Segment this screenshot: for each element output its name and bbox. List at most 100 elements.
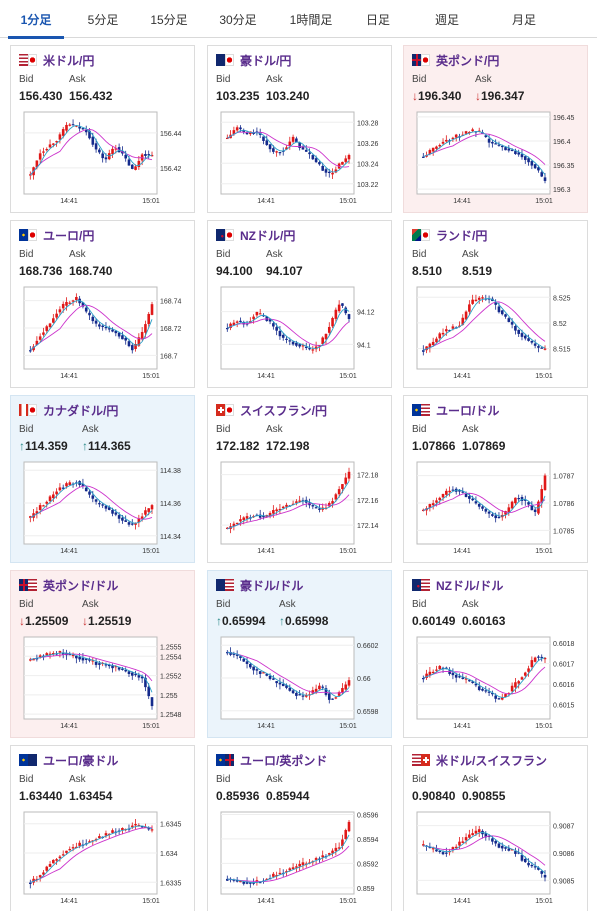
rate-card[interactable]: ユーロ/ドル Bid Ask 1.07866 1.07869 1.0787 1.0786 1.… bbox=[403, 395, 588, 563]
pair-name[interactable]: 豪ドル/ドル bbox=[240, 578, 304, 593]
chart-container[interactable]: 94.12 94.1 14:41 15:01 bbox=[219, 285, 384, 382]
price-chart: 172.18 172.16 172.14 14:41 15:01 bbox=[220, 461, 379, 555]
tab-2[interactable]: 15分足 bbox=[150, 12, 188, 27]
card-title[interactable]: 米ドル/スイスフラン bbox=[412, 752, 547, 768]
pair-name[interactable]: ユーロ/円 bbox=[43, 228, 95, 243]
y-tick-label: 103.28 bbox=[357, 120, 379, 127]
pair-name[interactable]: 英ポンド/ドル bbox=[43, 578, 119, 593]
x-tick-label: 14:41 bbox=[257, 548, 275, 555]
chart-container[interactable]: 196.45 196.4 196.35 196.3 14:41 15:01 bbox=[415, 110, 580, 207]
chart-container[interactable]: 0.8596 0.8594 0.8592 0.859 14:41 15:01 bbox=[219, 810, 384, 907]
candle bbox=[239, 320, 242, 322]
card-title[interactable]: ランド/円 bbox=[412, 227, 487, 243]
tab-4[interactable]: 1時間足 bbox=[289, 12, 333, 27]
tab-1[interactable]: 5分足 bbox=[87, 12, 119, 27]
pair-name[interactable]: NZドル/ドル bbox=[436, 578, 504, 593]
pair-name[interactable]: ランド/円 bbox=[436, 228, 488, 243]
candle bbox=[84, 487, 88, 492]
candle bbox=[71, 124, 75, 126]
tab-0[interactable]: 1分足 bbox=[0, 0, 72, 39]
tab-7[interactable]: 月足 bbox=[511, 12, 536, 27]
pair-name[interactable]: 米ドル/スイスフラン bbox=[436, 753, 547, 768]
card-title[interactable]: NZドル/ドル bbox=[412, 577, 503, 593]
candle bbox=[451, 326, 455, 329]
candle bbox=[514, 851, 517, 854]
candle bbox=[537, 656, 540, 658]
chart-frame bbox=[23, 636, 158, 720]
candle bbox=[520, 677, 524, 680]
rate-card[interactable]: ユーロ/円 Bid Ask 168.736 168.740 168.74 168.72 168… bbox=[10, 220, 195, 388]
card-title[interactable]: スイスフラン/円 bbox=[216, 402, 327, 418]
ask-price: 0.60163 bbox=[462, 614, 505, 628]
chart-container[interactable]: 103.28 103.26 103.24 103.22 14:41 15:01 bbox=[219, 110, 384, 207]
candle bbox=[438, 333, 442, 339]
pair-name[interactable]: スイスフラン/円 bbox=[240, 403, 327, 418]
rate-card[interactable]: カナダドル/円 Bid Ask ↑114.359 ↑114.365 114.38 114.3… bbox=[10, 395, 195, 563]
card-title[interactable]: カナダドル/円 bbox=[19, 402, 118, 418]
pair-name[interactable]: 米ドル/円 bbox=[43, 53, 95, 68]
pair-name[interactable]: 英ポンド/円 bbox=[436, 53, 500, 68]
chart-container[interactable]: 8.525 8.52 8.515 14:41 15:01 bbox=[415, 285, 580, 382]
card-title[interactable]: ユーロ/豪ドル bbox=[19, 752, 118, 768]
chart-container[interactable]: 114.38 114.36 114.34 14:41 15:01 bbox=[22, 460, 187, 557]
candle bbox=[252, 316, 255, 320]
ask-price: ↑0.65998 bbox=[279, 614, 328, 628]
rate-card[interactable]: NZドル/ドル Bid Ask 0.60149 0.60163 0.6018 0.6017 0… bbox=[403, 570, 588, 738]
pair-name[interactable]: 豪ドル/円 bbox=[240, 53, 292, 68]
rate-card[interactable]: 豪ドル/ドル Bid Ask ↑0.65994 ↑0.65998 0.6602 0.66 0.… bbox=[207, 570, 392, 738]
chart-container[interactable]: 168.74 168.72 168.7 14:41 15:01 bbox=[22, 285, 187, 382]
rate-card[interactable]: ユーロ/豪ドル Bid Ask 1.63440 1.63454 1.6345 1.634 1.… bbox=[10, 745, 195, 911]
chart-container[interactable]: 1.6345 1.634 1.6335 14:41 15:01 bbox=[22, 810, 187, 907]
rate-card[interactable]: 豪ドル/円 Bid Ask 103.235 103.240 103.28 103.26 103… bbox=[207, 45, 392, 213]
card-title[interactable]: 英ポンド/ドル bbox=[19, 577, 118, 593]
tab-6[interactable]: 週足 bbox=[434, 12, 459, 27]
price-chart: 1.6345 1.634 1.6335 14:41 15:01 bbox=[23, 811, 182, 905]
card-title[interactable]: ユーロ/ドル bbox=[412, 402, 499, 418]
chart-container[interactable]: 1.2555 1.2554 1.2552 1.255 1.2548 14:41 15:01 bbox=[22, 635, 187, 732]
card-title[interactable]: 豪ドル/円 bbox=[216, 52, 291, 68]
card-title[interactable]: 豪ドル/ドル bbox=[216, 577, 303, 593]
rate-card[interactable]: NZドル/円 Bid Ask 94.100 94.107 94.12 94.1 14:41 15… bbox=[207, 220, 392, 388]
rate-card[interactable]: 英ポンド/円 Bid Ask ↓196.340 ↓196.347 196.45 196.4 1… bbox=[403, 45, 588, 213]
candle bbox=[101, 153, 104, 159]
tab-3[interactable]: 30分足 bbox=[219, 12, 257, 27]
rate-card[interactable]: ユーロ/英ポンド Bid Ask 0.85936 0.85944 0.8596 0.8594… bbox=[207, 745, 392, 911]
chart-container[interactable]: 1.0787 1.0786 1.0785 14:41 15:01 bbox=[415, 460, 580, 557]
card-title[interactable]: 米ドル/円 bbox=[19, 52, 94, 68]
candle bbox=[29, 659, 32, 661]
candle bbox=[121, 668, 124, 670]
candle bbox=[461, 677, 465, 679]
chart-container[interactable]: 156.44 156.42 14:41 15:01 bbox=[22, 110, 187, 207]
rate-card[interactable]: 米ドル/スイスフラン Bid Ask 0.90840 0.90855 0.9087 0.90… bbox=[403, 745, 588, 911]
chart-container[interactable]: 0.9087 0.9086 0.9085 14:41 15:01 bbox=[415, 810, 580, 907]
candle bbox=[295, 866, 298, 868]
card-title[interactable]: 英ポンド/円 bbox=[412, 52, 499, 68]
pair-name[interactable]: NZドル/円 bbox=[240, 228, 296, 243]
candle bbox=[471, 833, 474, 836]
pair-name[interactable]: ユーロ/豪ドル bbox=[43, 753, 119, 768]
chart-container[interactable]: 172.18 172.16 172.14 14:41 15:01 bbox=[219, 460, 384, 557]
rate-card[interactable]: スイスフラン/円 Bid Ask 172.182 172.198 172.18 172.16… bbox=[207, 395, 392, 563]
y-tick-label: 1.2552 bbox=[160, 674, 182, 681]
currency-flags-icon bbox=[216, 404, 234, 416]
bid-value: 114.359 bbox=[25, 439, 68, 453]
tab-5[interactable]: 日足 bbox=[365, 12, 390, 27]
rate-card[interactable]: ランド/円 Bid Ask 8.510 8.519 8.525 8.52 8.515 14:41… bbox=[403, 220, 588, 388]
pair-name[interactable]: ユーロ/ドル bbox=[436, 403, 500, 418]
chart-container[interactable]: 0.6602 0.66 0.6598 14:41 15:01 bbox=[219, 635, 384, 732]
rate-card[interactable]: 米ドル/円 Bid Ask 156.430 156.432 156.44 156.42 14:… bbox=[10, 45, 195, 213]
candle bbox=[448, 670, 451, 674]
card-title[interactable]: ユーロ/円 bbox=[19, 227, 94, 243]
card-title[interactable]: ユーロ/英ポンド bbox=[216, 752, 327, 768]
price-chart: 114.38 114.36 114.34 14:41 15:01 bbox=[23, 461, 181, 555]
candle bbox=[314, 858, 318, 860]
ask-value: 94.107 bbox=[266, 264, 303, 278]
candle bbox=[272, 323, 275, 327]
candle bbox=[523, 335, 527, 339]
card-title[interactable]: NZドル/円 bbox=[216, 227, 295, 243]
y-tick-label: 0.6015 bbox=[553, 703, 575, 710]
pair-name[interactable]: ユーロ/英ポンド bbox=[240, 753, 328, 768]
chart-container[interactable]: 0.6018 0.6017 0.6016 0.6015 14:41 15:01 bbox=[415, 635, 580, 732]
rate-card[interactable]: 英ポンド/ドル Bid Ask ↓1.25509 ↓1.25519 1.2555 1.255… bbox=[10, 570, 195, 738]
pair-name[interactable]: カナダドル/円 bbox=[43, 403, 119, 418]
